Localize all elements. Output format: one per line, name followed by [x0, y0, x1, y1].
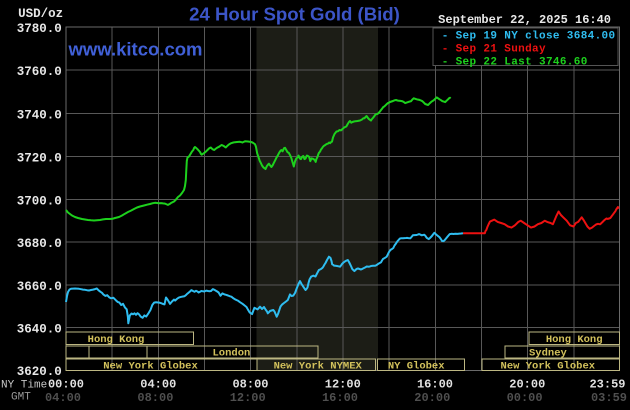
- svg-text:New York Globex: New York Globex: [103, 360, 198, 372]
- svg-text:24 Hour Spot Gold (Bid): 24 Hour Spot Gold (Bid): [189, 3, 400, 24]
- svg-text:3620.0: 3620.0: [17, 365, 62, 379]
- svg-text:04:00: 04:00: [45, 391, 81, 405]
- svg-text:New York Globex: New York Globex: [501, 360, 596, 372]
- svg-text:Sydney: Sydney: [529, 348, 568, 360]
- svg-text:3720.0: 3720.0: [17, 151, 62, 165]
- svg-text:3760.0: 3760.0: [17, 65, 62, 79]
- svg-text:00:00: 00:00: [48, 378, 84, 392]
- svg-text:NY Globex: NY Globex: [388, 360, 445, 372]
- svg-text:New York NYMEX: New York NYMEX: [274, 360, 363, 372]
- svg-text:3740.0: 3740.0: [17, 108, 62, 122]
- svg-text:20:00: 20:00: [414, 391, 450, 405]
- svg-text:3680.0: 3680.0: [17, 237, 62, 251]
- svg-text:- Sep 22 Last 3746.60: - Sep 22 Last 3746.60: [442, 56, 588, 68]
- svg-text:3780.0: 3780.0: [17, 22, 62, 36]
- svg-text:00:00: 00:00: [507, 391, 543, 405]
- svg-text:3660.0: 3660.0: [17, 280, 62, 294]
- svg-text:GMT: GMT: [11, 391, 31, 403]
- svg-text:04:00: 04:00: [140, 378, 176, 392]
- svg-text:08:00: 08:00: [232, 378, 268, 392]
- svg-text:London: London: [212, 348, 250, 360]
- svg-text:08:00: 08:00: [137, 391, 173, 405]
- svg-text:www.kitco.com: www.kitco.com: [68, 39, 203, 60]
- svg-text:NY Time: NY Time: [1, 380, 47, 392]
- svg-text:12:00: 12:00: [230, 391, 266, 405]
- svg-text:20:00: 20:00: [509, 378, 545, 392]
- svg-text:- Sep 21 Sunday: - Sep 21 Sunday: [442, 43, 546, 55]
- svg-text:USD/oz: USD/oz: [18, 7, 63, 21]
- svg-text:23:59: 23:59: [589, 378, 625, 392]
- svg-text:16:00: 16:00: [322, 391, 358, 405]
- svg-text:16:00: 16:00: [417, 378, 453, 392]
- svg-text:Hong Kong: Hong Kong: [546, 334, 603, 346]
- svg-text:September 22, 2025 16:40: September 22, 2025 16:40: [438, 13, 611, 27]
- svg-text:3640.0: 3640.0: [17, 322, 62, 336]
- svg-text:3700.0: 3700.0: [17, 194, 62, 208]
- svg-text:12:00: 12:00: [325, 378, 361, 392]
- svg-text:Hong Kong: Hong Kong: [88, 334, 145, 346]
- svg-text:- Sep 19 NY close 3684.00: - Sep 19 NY close 3684.00: [442, 30, 616, 42]
- svg-text:03:59: 03:59: [591, 391, 627, 405]
